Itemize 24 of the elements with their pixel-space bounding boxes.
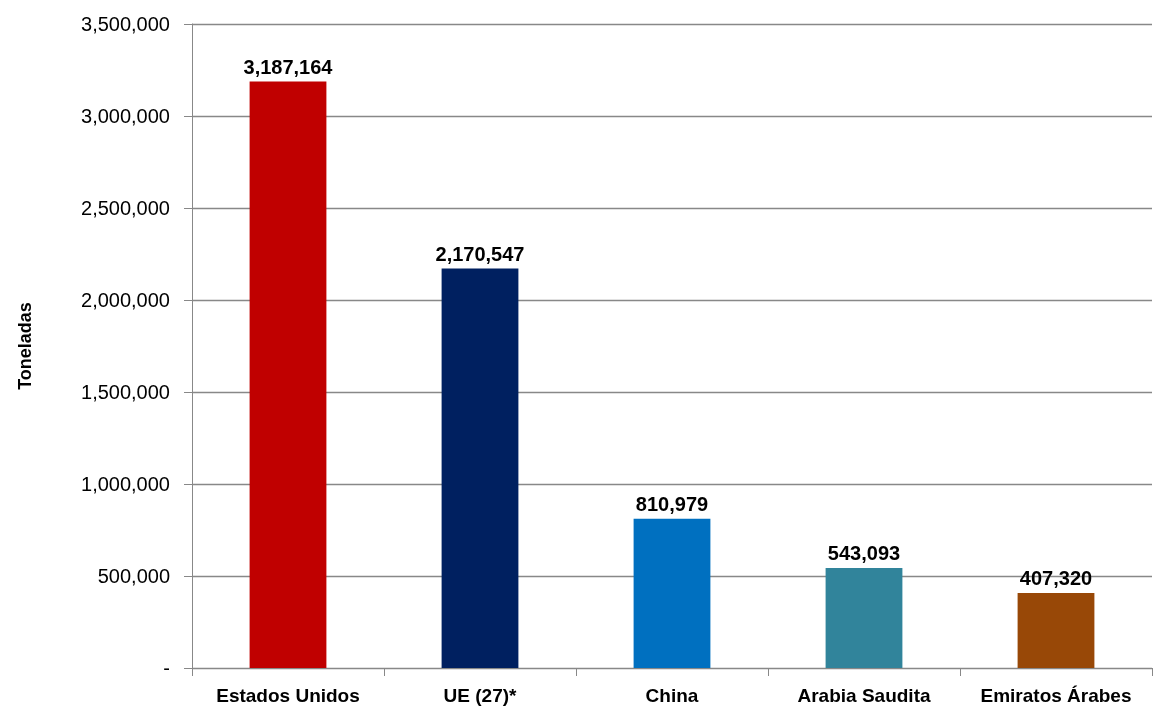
x-tick-label: Arabia Saudita xyxy=(797,685,931,706)
y-tick-label: 2,000,000 xyxy=(81,289,170,311)
y-axis-title: Toneladas xyxy=(15,302,35,390)
data-label: 407,320 xyxy=(1019,567,1093,590)
x-tick-label: Estados Unidos xyxy=(216,685,360,706)
x-tick-label: China xyxy=(645,685,699,706)
bar xyxy=(249,81,327,668)
bar xyxy=(1017,593,1095,668)
data-label: 543,093 xyxy=(827,542,901,565)
y-tick-label: 1,000,000 xyxy=(81,473,170,495)
y-tick-label: - xyxy=(163,657,170,679)
x-tick-label: Emiratos Árabes xyxy=(980,685,1132,706)
y-tick-label: 2,500,000 xyxy=(81,197,170,219)
x-tick-label: UE (27)* xyxy=(443,685,518,706)
y-tick-label: 1,500,000 xyxy=(81,381,170,403)
bar xyxy=(441,268,519,668)
y-tick-label: 500,000 xyxy=(97,565,170,587)
data-label: 810,979 xyxy=(635,492,709,515)
data-label: 2,170,547 xyxy=(435,242,525,265)
y-tick-label: 3,000,000 xyxy=(81,105,170,127)
bar xyxy=(825,568,903,668)
data-label: 3,187,164 xyxy=(243,55,334,78)
bar xyxy=(633,518,711,668)
y-tick-label: 3,500,000 xyxy=(81,13,170,35)
